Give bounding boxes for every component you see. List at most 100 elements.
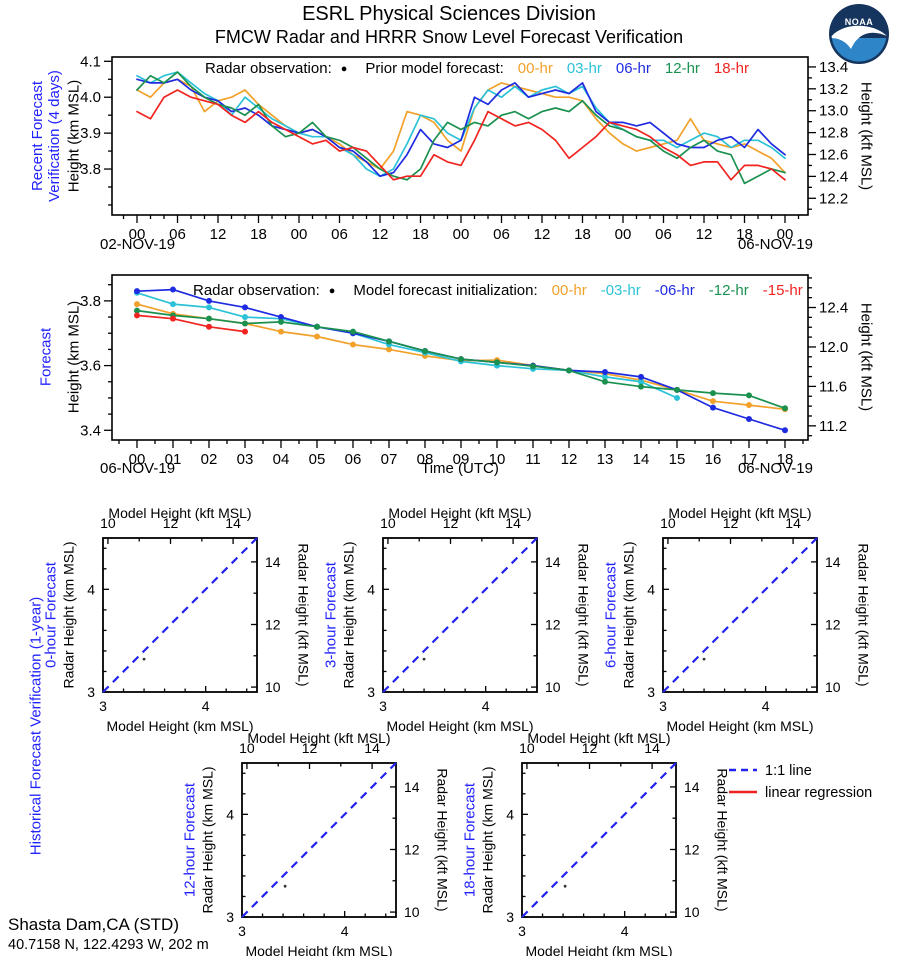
scatter-12h-x-tick-label: 4	[341, 923, 349, 939]
data-point--06-hr	[170, 286, 176, 293]
forecast-legend: Radar observation: ● Model forecast initia…	[193, 282, 803, 299]
scatter-3h-one-to-one-line	[382, 537, 538, 693]
forecast-x-tick-label: 17	[741, 451, 758, 468]
scatter-0h-data-point	[142, 657, 146, 661]
forecast-x-tick-label: 15	[669, 451, 686, 468]
series-line-06-hr	[136, 78, 786, 178]
data-point--12-hr	[494, 359, 500, 366]
scatter-0h-xlabel-top: Model Height (kft MSL)	[108, 505, 252, 521]
scatter-3h-kft-top-label: 14	[505, 515, 521, 531]
scatter-6h-xlabel-bottom: Model Height (km MSL)	[666, 718, 814, 734]
legend-entry-03-hr: 03-hr	[566, 60, 602, 77]
scatter-3h-kft-right-label: 12	[545, 616, 561, 632]
scatter-6h-x-tick-label: 4	[762, 698, 770, 714]
station-coordinates: 40.7158 N, 122.4293 W, 202 m	[8, 937, 209, 953]
forecast-x-tick-label: 00	[129, 451, 146, 468]
historical-section-title: Historical Forecast Verification (1-year…	[27, 596, 45, 856]
recent-verification-x-tick-label: 18	[250, 226, 267, 243]
series-line--15-hr	[136, 314, 246, 333]
legend-series-label: Model forecast initialization:	[353, 282, 538, 299]
scatter-0h-kft-top-label: 10	[100, 515, 116, 531]
noaa-bird-icon	[831, 25, 887, 49]
forecast-x-tick-label: 07	[381, 451, 398, 468]
series-line--03-hr	[136, 291, 678, 399]
scatter-0h-xlabel-bottom: Model Height (km MSL)	[106, 718, 254, 734]
scatter-6h-y-tick-label: 3	[647, 684, 655, 700]
legend-entry--15-hr: -15-hr	[762, 282, 803, 299]
radar-observation-marker: ●	[328, 285, 336, 297]
recent-verification-kft-tick-label: 13.4	[819, 59, 848, 76]
scatter-0h-ylabel-right: Radar Height (kft MSL)	[295, 543, 312, 687]
scatter-0h-y-tick-label: 3	[87, 684, 95, 700]
forecast-ylabel-right: Height (kft MSL)	[857, 302, 875, 412]
scatter-12h-one-to-one-line	[241, 762, 397, 918]
legend-series-label: Prior model forecast:	[365, 60, 504, 77]
data-point--12-hr	[746, 392, 752, 399]
scatter-6h-data-point	[702, 657, 706, 661]
scatter-3h-x-tick-label: 4	[482, 698, 490, 714]
forecast-x-tick-label: 08	[417, 451, 434, 468]
recent-verification-y-tick-label: 3.9	[80, 125, 101, 142]
forecast-x-tick-label: 14	[633, 451, 650, 468]
page-subtitle: FMCW Radar and HRRR Snow Level Forecast …	[214, 27, 684, 47]
forecast-kft-tick-label: 11.2	[819, 418, 847, 435]
legend-entry-00-hr: 00-hr	[517, 60, 553, 77]
scatter-6h-kft-top-label: 12	[723, 515, 739, 531]
page-title: ESRL Physical Sciences Division	[302, 3, 596, 25]
data-point--06-hr	[638, 373, 644, 380]
data-point--12-hr	[314, 323, 320, 330]
scatter-6h-title: 6-hour Forecast	[602, 562, 620, 668]
scatter-3h-panel: 33 4 4 10 10 12 12 14 14	[367, 515, 561, 714]
scatter-18h-kft-right-label: 12	[684, 841, 700, 857]
recent-panel-title: Recent Forecast Verification (4 days)	[29, 70, 63, 202]
data-point-00-hr	[350, 341, 356, 348]
data-point--06-hr	[746, 415, 752, 422]
scatter-12h-ylabel-left: Radar Height (km MSL)	[199, 766, 216, 914]
forecast-panel: 00 01 02 03 04 05 06 07 08 09 10 11 12 13 14 15 16 17 18 3.…	[80, 274, 848, 468]
data-point-00-hr	[746, 402, 752, 409]
recent-verification-x-tick-label: 06	[493, 226, 510, 243]
scatter-12h-kft-right-label: 12	[404, 841, 420, 857]
scatter-6h-x-tick-label: 3	[659, 698, 667, 714]
data-point--03-hr	[206, 304, 212, 311]
radar-observation-marker: ●	[340, 63, 348, 75]
recent-date-left: 02-NOV-19	[100, 236, 176, 253]
data-point--12-hr	[242, 320, 248, 327]
data-point--12-hr	[206, 315, 212, 322]
recent-verification-x-tick-label: 00	[615, 226, 632, 243]
data-point--15-hr	[206, 323, 212, 330]
scatter-18h-x-tick-label: 4	[621, 923, 629, 939]
recent-verification-x-tick-label: 18	[574, 226, 591, 243]
recent-verification-x-tick-label: 06	[331, 226, 348, 243]
legend-entry-12-hr: 12-hr	[664, 60, 700, 77]
scatter-12h-x-tick-label: 3	[238, 923, 246, 939]
scatter-18h-kft-top-label: 14	[644, 740, 660, 756]
series-line-12-hr	[136, 71, 786, 185]
noaa-logo-text: NOAA	[845, 17, 874, 27]
scatter-0h-kft-right-label: 14	[265, 554, 281, 570]
recent-verification-x-tick-label: 00	[129, 226, 146, 243]
scatter-18h-y-tick-label: 4	[506, 806, 514, 822]
scatter-3h-y-tick-label: 4	[367, 581, 375, 597]
forecast-x-tick-label: 05	[309, 451, 326, 468]
scatter-6h-kft-right-label: 10	[825, 679, 841, 695]
data-point--03-hr	[170, 301, 176, 308]
recent-verification-kft-tick-label: 12.4	[819, 168, 848, 185]
solid-line-sample	[729, 790, 757, 794]
scatter-18h-panel: 33 4 4 10 10 12 12 14 14	[506, 740, 700, 939]
recent-ylabel-left: Height (km MSL)	[65, 79, 83, 193]
scatter-3h-plot-box	[382, 537, 538, 693]
forecast-y-tick-label: 3.6	[80, 358, 101, 375]
scatter-3h-kft-right-label: 14	[545, 554, 561, 570]
recent-verification-y-tick-label: 4.1	[80, 53, 101, 70]
scatter-6h-ylabel-right: Radar Height (kft MSL)	[855, 543, 872, 687]
recent-verification-plot-box	[111, 56, 809, 216]
recent-verification-x-tick-label: 12	[696, 226, 713, 243]
series-line-00-hr	[136, 78, 786, 174]
data-point--12-hr	[350, 328, 356, 335]
dashed-line-sample	[729, 768, 757, 772]
recent-verification-kft-tick-label: 12.2	[819, 190, 848, 207]
scatter-legend-item-0: 1:1 line	[728, 763, 812, 779]
